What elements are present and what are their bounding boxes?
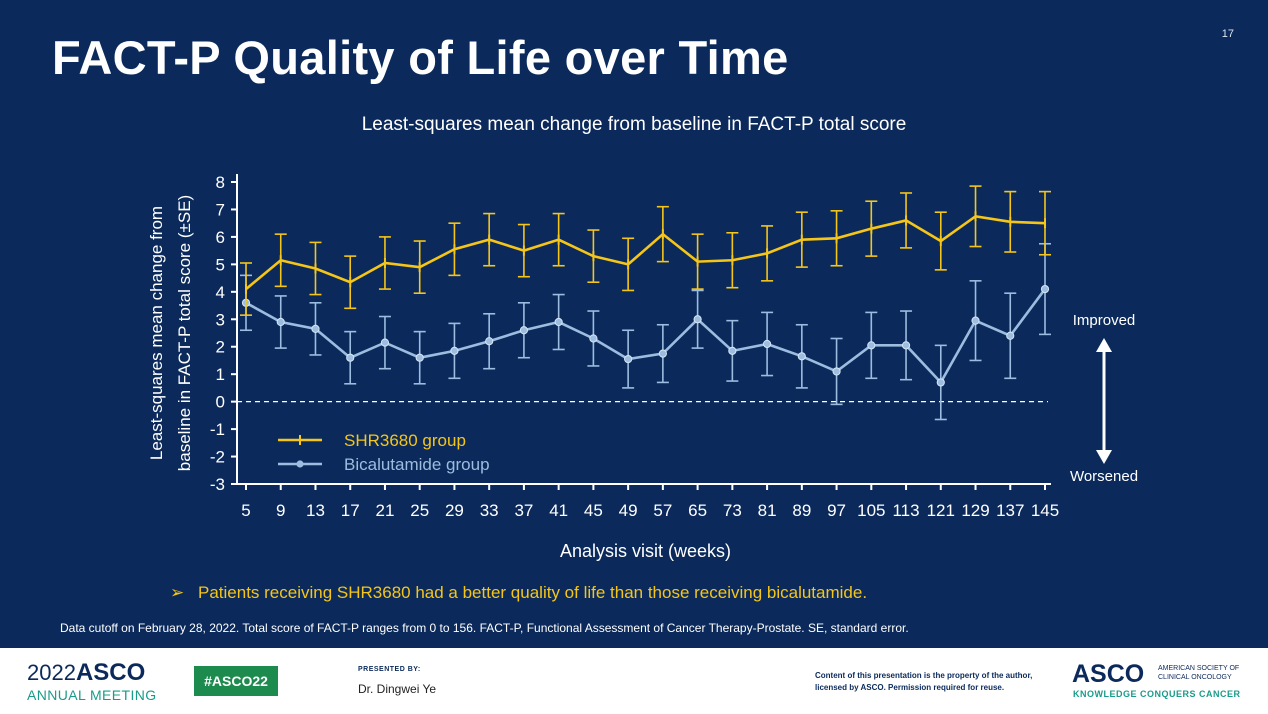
legend-label: Bicalutamide group: [344, 455, 490, 474]
x-tick-label: 89: [792, 501, 811, 520]
conclusion-bullet: ➢ Patients receiving SHR3680 had a better…: [170, 583, 867, 603]
data-point: [624, 354, 633, 364]
data-point: [936, 378, 945, 387]
x-tick-label: 57: [653, 501, 672, 520]
y-tick-label: -1: [210, 420, 225, 439]
data-point: [589, 334, 598, 343]
footnote: Data cutoff on February 28, 2022. Total …: [60, 621, 909, 635]
y-tick-label: 6: [216, 228, 225, 247]
x-tick-label: 81: [758, 501, 777, 520]
arrow-up-icon: [1096, 338, 1112, 352]
y-axis-label: Least-squares mean change from: [147, 206, 166, 460]
asco-logo: ASCO: [1072, 660, 1145, 688]
data-point: [346, 353, 355, 362]
annual-meeting-label: ANNUAL MEETING: [27, 687, 157, 703]
x-tick-label: 5: [241, 501, 250, 520]
x-tick-label: 121: [927, 501, 955, 520]
x-tick-label: 21: [375, 501, 394, 520]
improved-label: Improved: [1073, 312, 1136, 329]
x-tick-label: 129: [961, 501, 989, 520]
arrow-down-icon: [1096, 450, 1112, 464]
presenter-name: Dr. Dingwei Ye: [358, 682, 437, 696]
slide: 17 FACT-P Quality of Life over Time Leas…: [0, 0, 1268, 648]
page-number: 17: [1221, 28, 1234, 40]
data-point: [693, 315, 702, 324]
x-tick-label: 73: [723, 501, 742, 520]
x-tick-label: 37: [514, 501, 533, 520]
data-point: [901, 341, 911, 350]
x-tick-label: 25: [410, 501, 429, 520]
data-point: [728, 346, 737, 355]
meeting-year: 2022: [27, 660, 76, 685]
meeting-logo: 2022ASCO: [27, 659, 145, 687]
y-tick-label: 3: [216, 310, 225, 329]
y-tick-label: 0: [216, 393, 225, 412]
y-tick-label: 4: [216, 283, 225, 302]
x-tick-label: 65: [688, 501, 707, 520]
y-axis-label: baseline in FACT-P total score (±SE): [175, 195, 194, 471]
series-line: [245, 214, 1046, 291]
x-tick-label: 49: [619, 501, 638, 520]
data-point: [658, 349, 667, 358]
data-point: [1040, 284, 1050, 294]
data-point: [797, 352, 806, 361]
x-tick-label: 105: [857, 501, 885, 520]
y-tick-label: 2: [216, 338, 225, 357]
data-point: [971, 316, 980, 325]
data-point: [415, 353, 424, 362]
worsened-label: Worsened: [1070, 468, 1138, 485]
x-tick-label: 13: [306, 501, 325, 520]
x-tick-label: 29: [445, 501, 464, 520]
x-tick-label: 137: [996, 501, 1024, 520]
y-tick-label: 1: [216, 365, 225, 384]
x-tick-label: 41: [549, 501, 568, 520]
x-tick-label: 33: [480, 501, 499, 520]
slide-title: FACT-P Quality of Life over Time: [52, 31, 789, 84]
x-tick-label: 9: [276, 501, 285, 520]
y-tick-label: 5: [216, 255, 225, 274]
data-point: [380, 338, 390, 347]
x-tick-label: 145: [1031, 501, 1059, 520]
bullet-arrow-icon: ➢: [170, 583, 185, 602]
legend-label: SHR3680 group: [344, 431, 466, 450]
data-point: [311, 324, 320, 333]
conclusion-text: Patients receiving SHR3680 had a better …: [198, 583, 868, 602]
hashtag-badge: #ASCO22: [194, 666, 278, 696]
x-tick-label: 17: [341, 501, 360, 520]
copyright-notice: Content of this presentation is the prop…: [815, 671, 1033, 692]
data-point: [1006, 331, 1015, 340]
y-tick-label: 7: [216, 200, 225, 219]
x-tick-label: 97: [827, 501, 846, 520]
meeting-asco: ASCO: [75, 659, 146, 686]
legend-marker: [296, 460, 304, 468]
data-point: [519, 326, 529, 335]
x-tick-label: 113: [892, 501, 919, 520]
presented-by-label: PRESENTED BY:: [358, 666, 421, 673]
data-point: [832, 367, 841, 376]
y-tick-label: -3: [210, 475, 225, 494]
data-point: [485, 337, 494, 346]
series-bicalutamide: [240, 242, 1051, 421]
chart-subtitle: Least-squares mean change from baseline …: [361, 114, 907, 135]
y-tick-label: -2: [210, 448, 225, 467]
data-point: [762, 339, 772, 349]
x-tick-label: 45: [584, 501, 603, 520]
asco-full-name: AMERICAN SOCIETY OF CLINICAL ONCOLOGY: [1158, 665, 1240, 681]
x-axis-label: Analysis visit (weeks): [560, 541, 731, 561]
series-line: [245, 288, 1047, 385]
asco-tagline: KNOWLEDGE CONQUERS CANCER: [1073, 689, 1241, 699]
series-shr3680: [240, 185, 1051, 316]
y-tick-label: 8: [216, 173, 225, 192]
data-point: [450, 346, 459, 355]
data-point: [867, 341, 876, 350]
data-point: [554, 317, 563, 327]
data-point: [276, 317, 285, 327]
